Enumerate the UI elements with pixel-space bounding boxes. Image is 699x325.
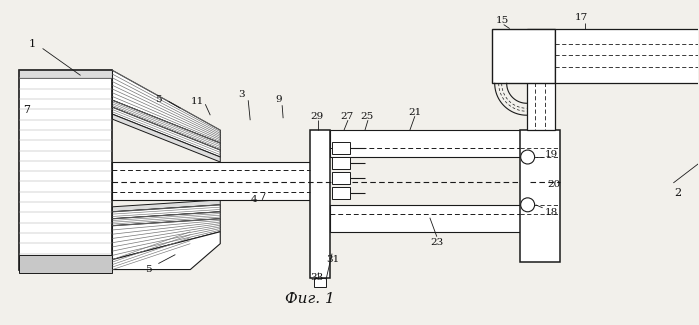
Bar <box>332 142 350 154</box>
Bar <box>332 172 350 184</box>
Polygon shape <box>113 100 220 150</box>
Text: 2: 2 <box>675 188 682 198</box>
Text: 31: 31 <box>326 254 339 264</box>
Polygon shape <box>113 219 220 260</box>
Text: 18: 18 <box>545 208 558 217</box>
Polygon shape <box>113 232 220 269</box>
Text: 17: 17 <box>575 13 588 22</box>
Bar <box>554 29 699 83</box>
Text: 20: 20 <box>547 180 561 189</box>
Text: 5: 5 <box>145 265 152 274</box>
Text: 9: 9 <box>275 95 282 104</box>
Text: 21: 21 <box>408 108 421 117</box>
Text: 7: 7 <box>22 105 29 115</box>
Text: 27: 27 <box>340 112 353 121</box>
Polygon shape <box>113 200 220 212</box>
Text: 15: 15 <box>496 16 509 25</box>
Text: 11: 11 <box>190 97 203 106</box>
Bar <box>19 71 113 269</box>
Polygon shape <box>113 212 220 226</box>
Bar <box>19 71 113 78</box>
Text: 5: 5 <box>155 95 162 104</box>
Bar <box>314 278 326 288</box>
Polygon shape <box>113 107 220 157</box>
Polygon shape <box>113 71 220 143</box>
Bar <box>332 157 350 169</box>
Polygon shape <box>113 114 220 162</box>
Text: 3: 3 <box>238 90 245 99</box>
Bar <box>19 254 113 273</box>
Text: 25: 25 <box>360 112 373 121</box>
Circle shape <box>521 150 535 164</box>
Text: 23: 23 <box>430 238 443 247</box>
Text: 29: 29 <box>310 112 324 121</box>
Bar <box>330 205 530 232</box>
Bar <box>310 130 330 278</box>
Bar <box>526 29 554 130</box>
Bar <box>332 187 350 199</box>
Circle shape <box>521 198 535 212</box>
Polygon shape <box>113 205 220 219</box>
Text: 4: 4 <box>250 195 257 204</box>
Text: 33: 33 <box>310 273 324 281</box>
Bar <box>330 130 530 157</box>
Text: 19: 19 <box>545 150 558 159</box>
Text: 1: 1 <box>29 39 36 48</box>
Bar <box>491 29 554 83</box>
Bar <box>113 162 322 200</box>
Bar <box>519 130 560 262</box>
Text: Фиг. 1: Фиг. 1 <box>285 292 335 306</box>
